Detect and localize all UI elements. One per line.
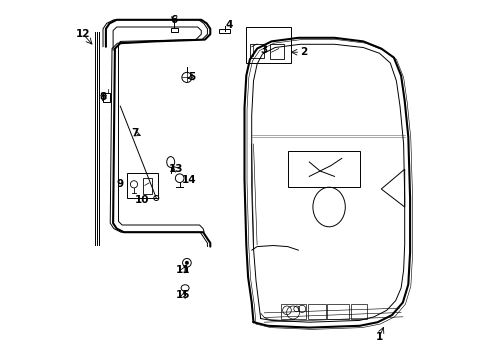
Bar bbox=[287, 151, 359, 187]
Bar bbox=[350, 304, 366, 319]
Text: 2: 2 bbox=[300, 47, 307, 57]
Text: 7: 7 bbox=[131, 128, 138, 138]
Text: 1: 1 bbox=[375, 332, 382, 342]
Bar bbox=[249, 44, 264, 58]
Text: 4: 4 bbox=[225, 20, 233, 30]
Bar bbox=[246, 27, 291, 63]
Bar bbox=[103, 93, 110, 102]
Text: 12: 12 bbox=[76, 29, 90, 39]
Bar bbox=[142, 178, 151, 194]
Bar bbox=[326, 304, 348, 319]
Bar bbox=[280, 304, 305, 319]
Circle shape bbox=[153, 195, 159, 201]
Text: 5: 5 bbox=[188, 72, 196, 82]
Text: 3: 3 bbox=[260, 45, 267, 55]
Bar bbox=[170, 28, 178, 32]
Text: 10: 10 bbox=[134, 195, 149, 205]
Text: 9: 9 bbox=[117, 179, 123, 189]
Text: 8: 8 bbox=[100, 92, 107, 102]
Text: 13: 13 bbox=[168, 164, 183, 174]
Text: 11: 11 bbox=[176, 265, 190, 275]
Bar bbox=[219, 29, 230, 33]
Circle shape bbox=[185, 261, 188, 265]
Bar bbox=[127, 173, 158, 198]
Text: 6: 6 bbox=[170, 15, 178, 25]
Bar bbox=[269, 44, 284, 59]
Text: 14: 14 bbox=[181, 175, 196, 185]
Bar bbox=[307, 304, 325, 319]
Text: 15: 15 bbox=[176, 290, 190, 300]
